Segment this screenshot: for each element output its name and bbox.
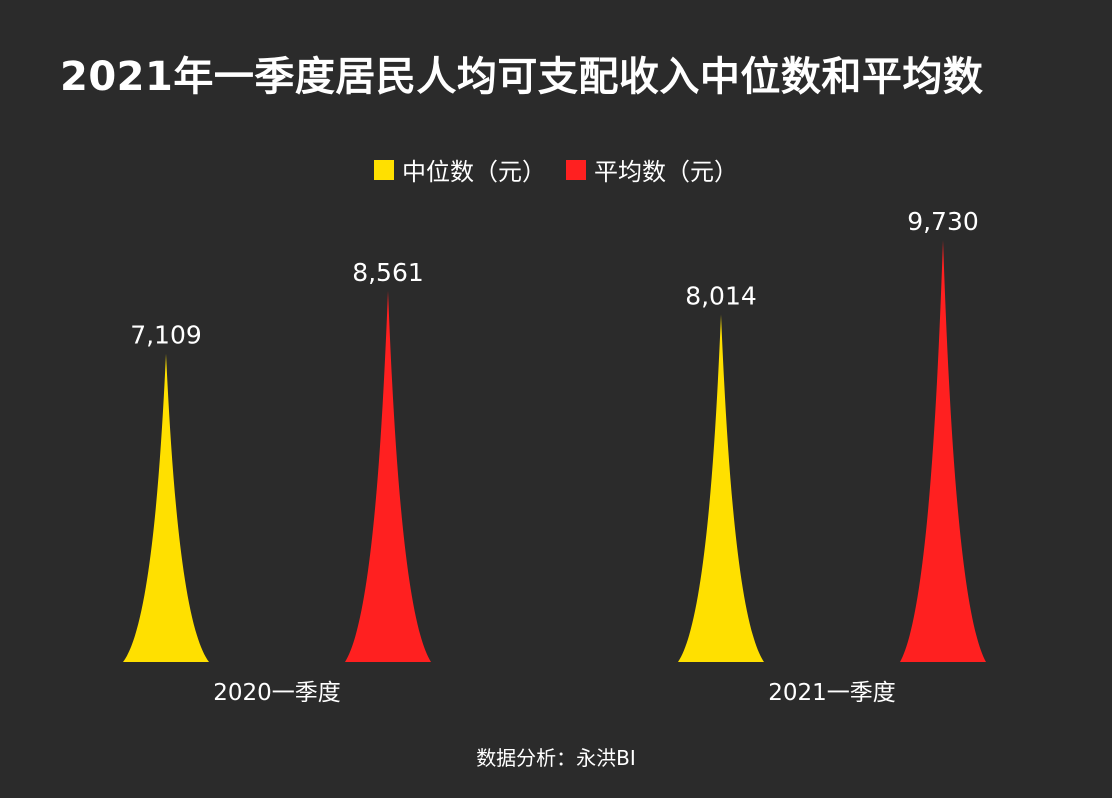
x-tick-label-0: 2020一季度 xyxy=(213,680,341,706)
data-label-mean-1: 9,730 xyxy=(907,207,979,236)
data-label-mean-0: 8,561 xyxy=(352,258,424,287)
legend-item-median: 中位数（元） xyxy=(374,152,546,187)
legend-swatch-mean xyxy=(566,159,586,180)
legend-label-median: 中位数（元） xyxy=(402,158,546,186)
legend: 中位数（元） 平均数（元） xyxy=(0,152,1112,187)
legend-label-mean: 平均数（元） xyxy=(594,158,738,186)
legend-item-mean: 平均数（元） xyxy=(566,152,738,187)
bar-median-1 xyxy=(678,314,764,662)
legend-swatch-median xyxy=(374,159,394,180)
source-credit: 数据分析：永洪BI xyxy=(476,746,636,770)
chart-title: 2021年一季度居民人均可支配收入中位数和平均数 xyxy=(60,54,984,100)
bar-median-0 xyxy=(123,353,209,662)
data-label-median-0: 7,109 xyxy=(130,321,202,350)
bar-mean-0 xyxy=(345,290,431,662)
bar-mean-1 xyxy=(900,240,986,662)
x-tick-label-1: 2021一季度 xyxy=(768,680,896,706)
data-label-median-1: 8,014 xyxy=(685,281,757,310)
